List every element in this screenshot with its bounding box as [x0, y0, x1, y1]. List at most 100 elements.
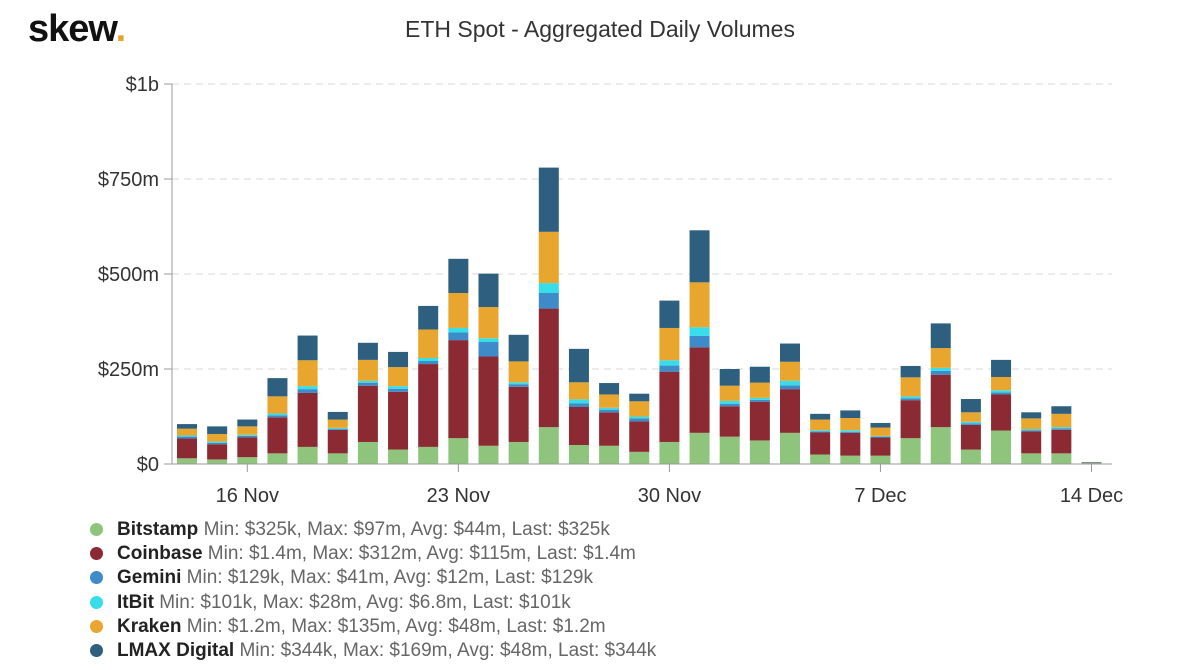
bar-segment — [327, 419, 348, 428]
bar-segment — [719, 436, 740, 464]
bar-segment — [388, 391, 409, 450]
bar-segment — [1051, 429, 1072, 454]
bar-segment — [780, 361, 800, 381]
bar-segment — [900, 365, 921, 378]
bar-segment — [297, 389, 318, 393]
bar-segment — [297, 360, 318, 387]
bar-segment — [207, 442, 228, 445]
bar-segment — [237, 435, 258, 438]
bar-segment — [1081, 462, 1102, 464]
bar-segment — [900, 398, 921, 401]
bar-segment — [267, 378, 288, 397]
bar-segment — [900, 400, 921, 439]
bar-segment — [810, 419, 831, 431]
bar-segment — [418, 305, 439, 330]
bar-segment — [960, 412, 981, 422]
bar-segment — [1021, 430, 1042, 432]
bar-segment — [327, 429, 348, 430]
bar-stack — [418, 305, 439, 464]
bar-stack — [538, 167, 559, 464]
bar-stack — [930, 323, 951, 464]
bar-segment — [659, 365, 680, 372]
bar-segment — [357, 342, 378, 360]
legend-swatch — [90, 595, 103, 609]
bar-stack — [478, 273, 499, 464]
bar-segment — [177, 438, 197, 459]
legend-swatch — [90, 643, 103, 657]
bar-segment — [357, 385, 378, 442]
chart-plot: $0 $250m $500m $750m $1b 16 Nov 23 Nov 30 Nov 7… — [98, 74, 1123, 507]
bar-stack — [840, 410, 861, 464]
bar-segment — [297, 386, 318, 390]
bar-segment — [870, 422, 891, 428]
bar-segment — [719, 403, 740, 407]
bar-segment — [418, 361, 439, 365]
chart-title: ETH Spot - Aggregated Daily Volumes — [405, 16, 795, 42]
bar-segment — [478, 356, 499, 446]
bar-segment — [780, 385, 800, 390]
bar-segment — [749, 399, 770, 402]
bar-segment — [659, 360, 680, 366]
legend-item[interactable]: LMAX Digital Min: $344k, Max: $169m, Avg… — [90, 639, 656, 663]
bar-segment — [991, 430, 1012, 464]
bar-segment — [870, 435, 891, 437]
bar-segment — [689, 327, 710, 336]
bar-segment — [478, 307, 499, 339]
bar-stack — [749, 366, 770, 464]
bar-segment — [1021, 429, 1042, 431]
bar-segment — [418, 364, 439, 447]
bar-segment — [448, 340, 469, 439]
bar-segment — [780, 432, 800, 464]
y-tick-labels: $0 $250m $500m $750m $1b — [98, 74, 159, 476]
x-tick-label: 7 Dec — [854, 485, 906, 507]
legend-item[interactable]: Kraken Min: $1.2m, Max: $135m, Avg: $48m… — [90, 615, 656, 639]
y-tick-label: $1b — [126, 74, 159, 96]
legend-item[interactable]: Coinbase Min: $1.4m, Max: $312m, Avg: $1… — [90, 542, 656, 566]
bar-stack — [327, 411, 348, 464]
bar-segment — [357, 441, 378, 464]
bar-segment — [1021, 453, 1042, 464]
bar-segment — [810, 454, 831, 464]
legend-series-stats: Min: $344k, Max: $169m, Avg: $48m, Last:… — [234, 639, 657, 661]
legend-swatch — [90, 619, 103, 633]
legend-item[interactable]: ItBit Min: $101k, Max: $28m, Avg: $6.8m,… — [90, 591, 656, 615]
bar-stack — [1051, 406, 1072, 464]
bar-segment — [599, 383, 620, 395]
bar-segment — [810, 431, 831, 433]
bar-segment — [719, 385, 740, 401]
bar-segment — [780, 380, 800, 386]
legend-item[interactable]: Gemini Min: $129k, Max: $41m, Avg: $12m,… — [90, 566, 656, 590]
bar-segment — [749, 382, 770, 398]
legend-item[interactable]: Bitstamp Min: $325k, Max: $97m, Avg: $44… — [90, 518, 656, 542]
y-tick-label: $250m — [98, 359, 159, 381]
bar-segment — [297, 446, 318, 464]
bar-segment — [388, 367, 409, 387]
bar-segment — [900, 438, 921, 464]
bar-segment — [177, 458, 197, 464]
legend-series-stats: Min: $1.2m, Max: $135m, Avg: $48m, Last:… — [181, 615, 606, 637]
bar-segment — [327, 427, 348, 430]
legend-series-stats: Min: $129k, Max: $41m, Avg: $12m, Last: … — [181, 567, 593, 589]
bar-stack — [357, 342, 378, 464]
legend-swatch — [90, 571, 103, 585]
legend-series-name: Coinbase — [117, 543, 203, 565]
bar-segment — [538, 283, 559, 293]
x-tick-label: 23 Nov — [427, 485, 490, 507]
bar-segment — [207, 426, 228, 434]
bar-stack — [568, 348, 589, 464]
legend-series-stats: Min: $1.4m, Max: $312m, Avg: $115m, Last… — [202, 543, 636, 565]
bar-segment — [568, 399, 589, 404]
bar-segment — [749, 366, 770, 383]
bar-segment — [508, 382, 529, 385]
bar-segment — [327, 453, 348, 464]
axes — [171, 84, 1112, 465]
bar-segment — [478, 273, 499, 308]
bar-segment — [870, 436, 891, 438]
bar-segment — [689, 230, 710, 283]
bar-segment — [1051, 413, 1072, 428]
bar-segment — [840, 410, 861, 419]
y-tick-label: $750m — [98, 169, 159, 191]
grid-lines — [164, 83, 1112, 465]
bar-segment — [267, 413, 288, 416]
bar-segment — [267, 453, 288, 464]
